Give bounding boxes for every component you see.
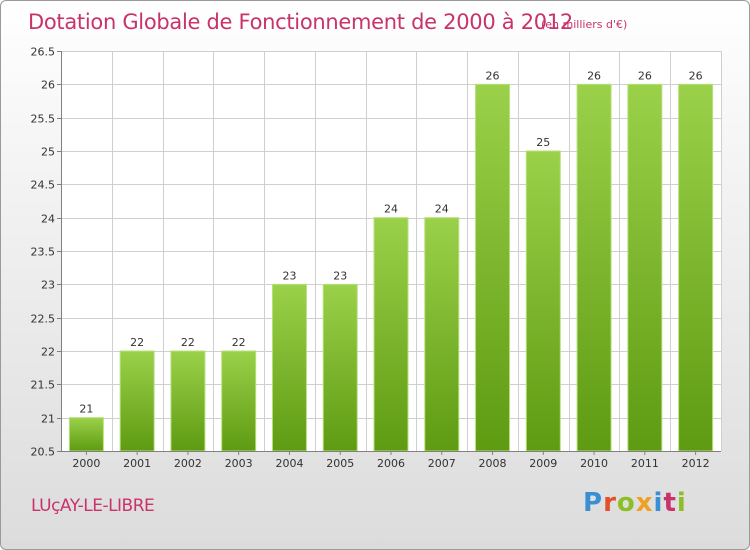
x-tick-label: 2007 [428,457,456,470]
bar-2001 [119,350,155,452]
brand-letter: x [635,488,654,518]
brand-letter: o [616,488,636,518]
y-tick-label: 23.5 [31,246,56,259]
x-tick-label: 2009 [529,457,557,470]
data-label: 24 [384,203,398,216]
x-tick-label: 2012 [682,457,710,470]
data-label: 25 [536,136,550,149]
axes: 20.5 21 21.5 22 22.5 23 23.5 24 24.5 25 25.5 26 26.5… [31,46,721,470]
bar-2003 [221,350,257,452]
bar-2005 [322,283,358,452]
data-label: 26 [638,69,652,82]
data-label: 22 [130,336,144,349]
data-label: 22 [181,336,195,349]
bars: 21 22 22 22 23 23 24 24 26 25 26 26 26 [68,69,714,452]
data-label: 24 [435,203,449,216]
x-tick-label: 2001 [123,457,151,470]
bar-2012 [678,83,714,452]
y-tick-label: 23 [41,279,55,292]
brand-logo: Proxiti [583,488,687,518]
chart-title: Dotation Globale de Fonctionnement de 20… [28,10,573,34]
brand-letter: r [603,488,617,518]
y-tick-label: 24.5 [31,179,56,192]
y-tick-label: 24 [41,213,55,226]
data-label: 22 [232,336,246,349]
data-label: 21 [79,403,93,416]
x-tick-label: 2003 [225,457,253,470]
data-label: 23 [282,269,296,282]
y-tick-label: 26 [41,79,55,92]
bar-2011 [627,83,663,452]
y-tick-label: 25 [41,146,55,159]
brand-letter: t [663,488,677,518]
y-tick-label: 20.5 [31,446,56,459]
x-tick-label: 2004 [275,457,303,470]
brand-letter: i [676,488,687,518]
y-tick-label: 25.5 [31,113,56,126]
brand-letter: P [583,488,604,518]
brand-letter: i [653,488,664,518]
bar-2006 [373,217,409,452]
y-tick-label: 22 [41,346,55,359]
bar-2009 [525,150,561,452]
data-label: 23 [333,269,347,282]
x-tick-label: 2005 [326,457,354,470]
commune-name: LUçAY-LE-LIBRE [31,496,155,516]
bar-2010 [576,83,612,452]
x-tick-label: 2008 [479,457,507,470]
y-tick-label: 26.5 [31,46,56,59]
y-tick-label: 22.5 [31,313,56,326]
data-label: 26 [486,69,500,82]
bar-2008 [475,83,511,452]
x-tick-label: 2006 [377,457,405,470]
data-label: 26 [689,69,703,82]
bar-2002 [170,350,206,452]
x-tick-label: 2011 [631,457,659,470]
y-tick-label: 21.5 [31,379,56,392]
chart-unit-label: (en milliers d'€) [541,18,628,31]
data-label: 26 [587,69,601,82]
x-tick-label: 2002 [174,457,202,470]
bar-2004 [271,283,307,452]
bar-2007 [424,217,460,452]
x-tick-label: 2000 [72,457,100,470]
y-tick-label: 21 [41,413,55,426]
bar-2000 [68,417,104,452]
x-tick-label: 2010 [580,457,608,470]
